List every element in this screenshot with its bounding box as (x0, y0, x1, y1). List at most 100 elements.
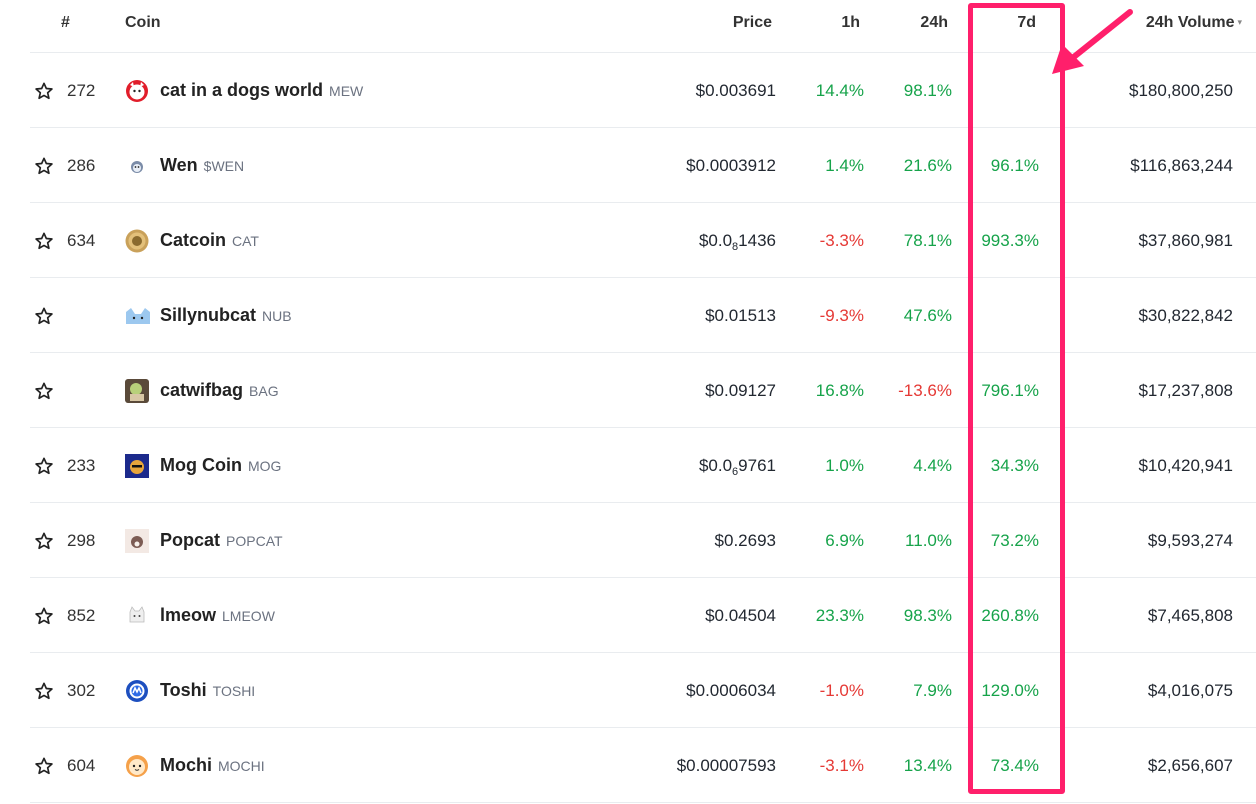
header-1h[interactable]: 1h (841, 14, 860, 31)
price: $0.069761 (698, 456, 776, 478)
header-7d[interactable]: 7d (1017, 14, 1036, 31)
change-1h: -9.3% (819, 306, 864, 325)
coin-link[interactable]: cat in a dogs world MEW (160, 53, 363, 128)
table-row[interactable]: Sillynubcat NUB $0.01513 -9.3% 47.6% $30,… (30, 278, 1256, 353)
price: $0.2693 (714, 531, 776, 550)
catcoin-icon (125, 229, 149, 253)
coin-name: Popcat (160, 530, 221, 550)
header-price[interactable]: Price (732, 14, 772, 31)
change-24h: 21.6% (903, 156, 952, 175)
sort-caret-icon: ▾ (1237, 17, 1242, 27)
coin-name: Mochi (160, 755, 212, 775)
star-icon[interactable] (34, 653, 56, 728)
table-row[interactable]: 604 Mochi MOCHI $0.00007593 -3.1% 13.4% 7… (30, 728, 1256, 803)
table-body: 272 cat in a dogs world MEW $0.003691 14.… (30, 53, 1256, 803)
coin-link[interactable]: Popcat POPCAT (160, 503, 283, 578)
change-1h: -3.1% (819, 756, 864, 775)
change-24h: 13.4% (903, 756, 952, 775)
star-icon[interactable] (34, 728, 56, 803)
header-coin[interactable]: Coin (125, 14, 161, 31)
table-row[interactable]: 302 Toshi TOSHI $0.0006034 -1.0% 7.9% 129… (30, 653, 1256, 728)
header-24h-volume[interactable]: 24h Volume ▾ (1146, 14, 1242, 32)
coin-name: Sillynubcat (160, 305, 257, 325)
volume-24h: $4,016,075 (1147, 681, 1233, 700)
coin-symbol: BAG (249, 383, 279, 399)
rank: 604 (67, 756, 96, 775)
coin-link[interactable]: Mochi MOCHI (160, 728, 265, 803)
price-subscript-zeros: 8 (732, 241, 739, 253)
change-1h: 16.8% (815, 381, 864, 400)
volume-24h: $2,656,607 (1147, 756, 1233, 775)
mochi-icon (125, 754, 149, 778)
coin-table: # Coin Price 1h 24h 7d 24h Volume ▾ 272 c… (30, 0, 1256, 803)
coin-symbol: LMEOW (222, 608, 275, 624)
header-24h-volume-label: 24h Volume (1145, 14, 1235, 31)
table-row[interactable]: 286 Wen $WEN $0.0003912 1.4% 21.6% 96.1% … (30, 128, 1256, 203)
coin-link[interactable]: Mog Coin MOG (160, 428, 281, 503)
coin-symbol: TOSHI (212, 683, 256, 699)
star-icon[interactable] (34, 503, 56, 578)
star-icon[interactable] (34, 128, 56, 203)
coin-link[interactable]: Toshi TOSHI (160, 653, 255, 728)
price: $0.0003912 (686, 156, 776, 175)
header-rank[interactable]: # (61, 14, 70, 31)
wen-coin-icon (125, 154, 149, 178)
change-7d: 796.1% (981, 381, 1039, 400)
rank: 286 (67, 156, 96, 175)
volume-24h: $7,465,808 (1147, 606, 1233, 625)
coin-symbol: MEW (329, 83, 364, 99)
star-icon[interactable] (34, 53, 56, 128)
change-24h: 78.1% (903, 231, 952, 250)
table-row[interactable]: 298 Popcat POPCAT $0.2693 6.9% 11.0% 73.2… (30, 503, 1256, 578)
coin-name: Wen (160, 155, 198, 175)
table-row[interactable]: 233 Mog Coin MOG $0.069761 1.0% 4.4% 34.3… (30, 428, 1256, 503)
volume-24h: $30,822,842 (1138, 306, 1233, 325)
volume-24h: $17,237,808 (1138, 381, 1233, 400)
star-icon[interactable] (34, 578, 56, 653)
change-7d: 260.8% (981, 606, 1039, 625)
price: $0.04504 (705, 606, 776, 625)
coin-symbol: CAT (232, 233, 259, 249)
coin-link[interactable]: lmeow LMEOW (160, 578, 275, 653)
catwifbag-icon (125, 379, 149, 403)
change-1h: -3.3% (819, 231, 864, 250)
coin-name: catwifbag (160, 380, 244, 400)
change-7d: 34.3% (990, 456, 1039, 475)
price: $0.081436 (698, 231, 776, 253)
price: $0.01513 (705, 306, 776, 325)
sillynubcat-icon (125, 304, 150, 328)
table-row[interactable]: 852 lmeow LMEOW $0.04504 23.3% 98.3% 260.… (30, 578, 1256, 653)
price: $0.09127 (705, 381, 776, 400)
table-row[interactable]: catwifbag BAG $0.09127 16.8% -13.6% 796.1… (30, 353, 1256, 428)
change-7d: 73.4% (990, 756, 1039, 775)
rank: 298 (67, 531, 96, 550)
change-7d: 96.1% (990, 156, 1039, 175)
change-24h: 11.0% (905, 531, 952, 550)
change-7d: 73.2% (990, 531, 1039, 550)
price: $0.0006034 (686, 681, 776, 700)
change-1h: 1.0% (825, 456, 864, 475)
coin-symbol: $WEN (203, 158, 245, 174)
coin-name: cat in a dogs world (160, 80, 324, 100)
change-1h: -1.0% (819, 681, 864, 700)
star-icon[interactable] (34, 353, 56, 428)
coin-link[interactable]: Wen $WEN (160, 128, 244, 203)
coin-link[interactable]: Sillynubcat NUB (160, 278, 292, 353)
coin-name: Mog Coin (160, 455, 242, 475)
change-24h: 98.3% (903, 606, 952, 625)
header-24h[interactable]: 24h (920, 14, 948, 31)
change-1h: 6.9% (825, 531, 864, 550)
star-icon[interactable] (34, 278, 56, 353)
volume-24h: $9,593,274 (1147, 531, 1233, 550)
change-24h: 4.4% (913, 456, 952, 475)
table-row[interactable]: 272 cat in a dogs world MEW $0.003691 14.… (30, 53, 1256, 128)
star-icon[interactable] (34, 203, 56, 278)
coin-link[interactable]: Catcoin CAT (160, 203, 259, 278)
table-row[interactable]: 634 Catcoin CAT $0.081436 -3.3% 78.1% 993… (30, 203, 1256, 278)
coin-link[interactable]: catwifbag BAG (160, 353, 279, 428)
change-1h: 1.4% (825, 156, 864, 175)
mew-coin-icon (125, 79, 149, 103)
coin-symbol: MOCHI (218, 758, 265, 774)
coin-symbol: MOG (247, 458, 282, 474)
star-icon[interactable] (34, 428, 56, 503)
